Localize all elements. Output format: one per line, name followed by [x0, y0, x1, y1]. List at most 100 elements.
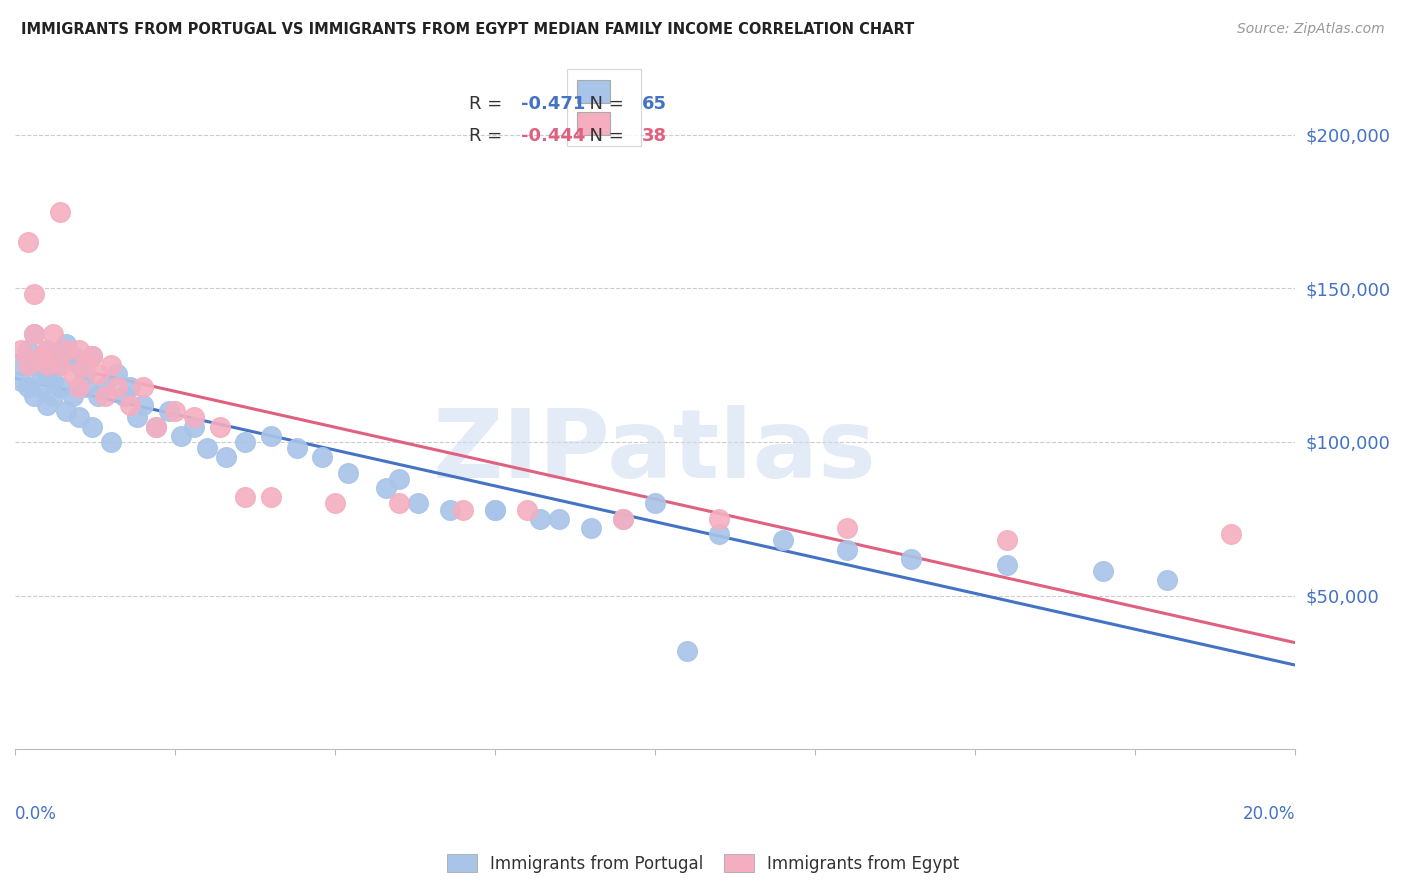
Point	[132, 379, 155, 393]
Point	[439, 502, 461, 516]
Point	[900, 551, 922, 566]
Point	[62, 349, 84, 363]
Point	[42, 349, 65, 363]
Point	[75, 358, 97, 372]
Point	[35, 343, 58, 357]
Point	[707, 527, 730, 541]
Point	[55, 404, 77, 418]
Point	[772, 533, 794, 548]
Point	[235, 491, 257, 505]
Point	[87, 368, 110, 382]
Text: 0.0%: 0.0%	[15, 805, 56, 822]
Point	[93, 389, 115, 403]
Point	[484, 502, 506, 516]
Point	[42, 389, 65, 403]
Point	[100, 358, 122, 372]
Point	[120, 379, 142, 393]
Point	[336, 466, 359, 480]
Point	[75, 379, 97, 393]
Point	[579, 521, 602, 535]
Point	[35, 368, 58, 382]
Text: N =: N =	[578, 95, 630, 112]
Point	[49, 379, 72, 393]
Point	[17, 358, 39, 372]
Point	[388, 472, 411, 486]
Point	[67, 343, 90, 357]
Point	[49, 358, 72, 372]
Point	[17, 235, 39, 250]
Point	[80, 349, 103, 363]
Point	[208, 419, 231, 434]
Legend: Immigrants from Portugal, Immigrants from Egypt: Immigrants from Portugal, Immigrants fro…	[440, 847, 966, 880]
Point	[87, 389, 110, 403]
Point	[105, 368, 128, 382]
Text: R =: R =	[470, 127, 509, 145]
Text: -0.444: -0.444	[520, 127, 585, 145]
Point	[22, 327, 45, 342]
Point	[995, 533, 1018, 548]
Point	[100, 435, 122, 450]
Point	[49, 358, 72, 372]
Point	[80, 349, 103, 363]
Point	[612, 512, 634, 526]
Point	[388, 496, 411, 510]
Point	[75, 368, 97, 382]
Point	[42, 327, 65, 342]
Point	[35, 358, 58, 372]
Text: 20.0%: 20.0%	[1243, 805, 1295, 822]
Point	[644, 496, 666, 510]
Point	[183, 410, 205, 425]
Point	[548, 512, 571, 526]
Point	[260, 491, 283, 505]
Point	[67, 379, 90, 393]
Point	[49, 204, 72, 219]
Point	[995, 558, 1018, 572]
Point	[612, 512, 634, 526]
Point	[235, 435, 257, 450]
Point	[67, 410, 90, 425]
Point	[55, 336, 77, 351]
Point	[80, 419, 103, 434]
Point	[1219, 527, 1241, 541]
Point	[1156, 574, 1178, 588]
Point	[311, 450, 333, 465]
Point	[55, 343, 77, 357]
Point	[215, 450, 238, 465]
Text: -0.471: -0.471	[520, 95, 585, 112]
Point	[145, 419, 167, 434]
Point	[120, 398, 142, 412]
Text: ZIPatlas: ZIPatlas	[433, 405, 877, 499]
Text: Source: ZipAtlas.com: Source: ZipAtlas.com	[1237, 22, 1385, 37]
Point	[10, 358, 32, 372]
Point	[10, 343, 32, 357]
Point	[62, 368, 84, 382]
Point	[516, 502, 538, 516]
Point	[406, 496, 429, 510]
Point	[451, 502, 474, 516]
Point	[62, 389, 84, 403]
Point	[323, 496, 346, 510]
Point	[835, 542, 858, 557]
Point	[195, 441, 218, 455]
Point	[17, 343, 39, 357]
Text: N =: N =	[578, 127, 630, 145]
Point	[145, 419, 167, 434]
Point	[22, 327, 45, 342]
Point	[170, 429, 193, 443]
Point	[30, 349, 52, 363]
Text: IMMIGRANTS FROM PORTUGAL VS IMMIGRANTS FROM EGYPT MEDIAN FAMILY INCOME CORRELATI: IMMIGRANTS FROM PORTUGAL VS IMMIGRANTS F…	[21, 22, 914, 37]
Point	[93, 379, 115, 393]
Point	[1091, 564, 1114, 578]
Point	[22, 287, 45, 301]
Point	[10, 374, 32, 388]
Point	[125, 410, 148, 425]
Point	[157, 404, 180, 418]
Point	[17, 379, 39, 393]
Point	[35, 398, 58, 412]
Point	[484, 502, 506, 516]
Text: R =: R =	[470, 95, 509, 112]
Point	[30, 368, 52, 382]
Point	[375, 481, 398, 495]
Point	[22, 358, 45, 372]
Legend:  ,  : ,	[567, 69, 641, 145]
